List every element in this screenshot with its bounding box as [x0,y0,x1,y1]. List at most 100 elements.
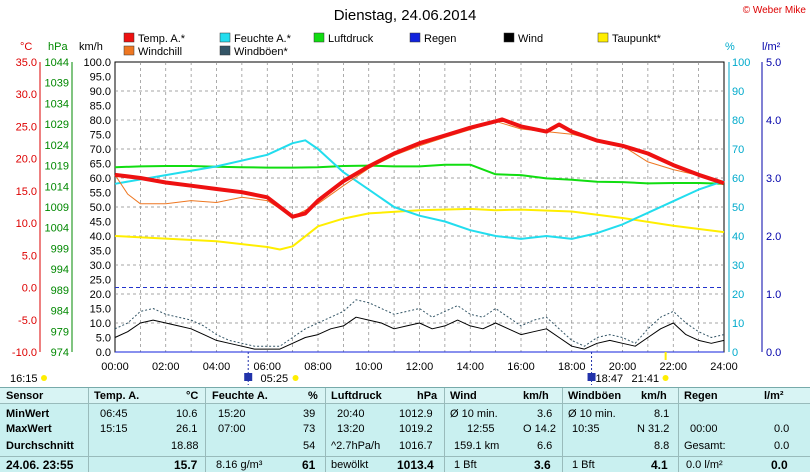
header-temp: Temp. A. [94,390,140,402]
humidity-tick-label: 10 [732,318,744,330]
wind-tick-label: 30.0 [90,260,111,272]
row-now-druck-val: 1013.4 [397,458,434,472]
temp-tick-label: 0.0 [22,283,37,295]
series-line-temp-a [114,117,725,219]
series-line-feuchte-a [114,139,725,240]
legend-label: Taupunkt* [612,33,662,45]
series-line-wind [114,316,725,350]
legend-swatch [313,32,325,43]
wind-tick-label: 85.0 [90,101,111,113]
header-feuchte-unit: % [308,390,318,402]
legend-swatch [597,32,609,43]
temp-tick-label: -5.0 [18,315,37,327]
wind-tick-label: 65.0 [90,159,111,171]
wind-tick-label: 15.0 [90,304,111,316]
rain-tick-label: 3.0 [766,173,781,185]
humidity-tick-label: 70 [732,144,744,156]
wind-tick-label: 10.0 [90,318,111,330]
legend-label: Temp. A.* [138,33,186,45]
chart-title: Dienstag, 24.06.2014 [334,7,477,24]
humidity-tick-label: 80 [732,115,744,127]
wind-tick-label: 35.0 [90,246,111,258]
x-tick-label: 14:00 [456,361,484,373]
x-tick-label: 06:00 [253,361,281,373]
wind-tick-label: 70.0 [90,144,111,156]
sunrise-sun-dot [292,375,299,381]
wind-tick-label: 20.0 [90,289,111,301]
row-max-druck-val: 1019.2 [399,423,433,435]
pressure-unit-label: hPa [48,41,68,53]
row-min-wind-label: Ø 10 min. [450,408,498,420]
header-regen-unit: l/m² [764,390,784,402]
wind-tick-label: 50.0 [90,202,111,214]
table-header-row [0,388,810,403]
wind-tick-label: 90.0 [90,86,111,98]
row-min-feuchte-val: 39 [303,408,316,420]
rain-tick-label: 4.0 [766,115,781,127]
wind-tick-label: 95.0 [90,72,111,84]
sunset-time-label: 18:47 [596,373,624,385]
pressure-tick-label: 994 [51,264,69,276]
row-now-temp-val: 15.7 [174,458,198,472]
row-avg-label: Durchschnitt [6,440,74,452]
row-max-temp-val: 26.1 [176,423,198,435]
weather-chart: Dienstag, 24.06.2014 © Weber Mike Temp. A.… [10,5,806,385]
humidity-tick-label: 100 [732,57,750,69]
wind-tick-label: 55.0 [90,188,111,200]
temp-tick-label: 10.0 [16,218,37,230]
temp-tick-label: 25.0 [16,121,37,133]
legend-label: Windchill [138,46,182,58]
pressure-tick-label: 1019 [45,161,69,173]
wind-tick-label: 0.0 [96,347,111,359]
temp-tick-label: 20.0 [16,154,37,166]
humidity-tick-label: 90 [732,86,744,98]
wind-tick-label: 5.0 [96,333,111,345]
row-max-wind-val: O 14.2 [523,423,557,435]
pressure-tick-label: 1014 [45,181,69,193]
x-tick-label: 24:00 [710,361,738,373]
row-min-boeen-label: Ø 10 min. [568,408,616,420]
row-max-feuchte-val: 73 [303,423,316,435]
temp-tick-label: 15.0 [16,186,37,198]
row-max-boeen-val: N 31.2 [637,423,670,435]
row-min-druck-time: 20:40 [337,408,365,420]
header-druck: Luftdruck [331,390,382,402]
pressure-tick-label: 1034 [45,98,69,110]
sun-dot [41,375,47,381]
row-now-boeen-bft: 1 Bft [572,459,595,471]
row-avg-regen-label: Gesamt: [684,440,726,452]
row-max-boeen-time: 10:35 [572,423,600,435]
sunset-icon [587,373,596,381]
rain-tick-label: 2.0 [766,231,781,243]
row-now-feuchte-extra: 8.16 g/m³ [216,459,263,471]
legend-label: Regen [424,33,456,45]
x-tick-label: 04:00 [203,361,231,373]
x-tick-label: 12:00 [406,361,434,373]
header-druck-unit: hPa [417,390,438,402]
row-now-regen-rate: 0.0 l/m² [686,459,723,471]
row-max-temp-time: 15:15 [100,423,128,435]
row-min-temp-time: 06:45 [100,408,128,420]
row-min-label: MinWert [6,408,50,420]
legend-swatch [123,32,135,43]
wind-tick-label: 40.0 [90,231,111,243]
sunrise-icon [244,373,253,381]
header-boeen-unit: km/h [641,390,667,402]
rain-tick-label: 5.0 [766,57,781,69]
temp-tick-label: -10.0 [12,347,37,359]
moon-dot [662,375,669,381]
row-max-wind-time: 12:55 [467,423,495,435]
row-max-feuchte-time: 07:00 [218,423,246,435]
wind-tick-label: 80.0 [90,115,111,127]
pressure-tick-label: 1004 [45,223,69,235]
row-min-temp-val: 10.6 [176,408,198,420]
temp-tick-label: 35.0 [16,57,37,69]
legend-label: Luftdruck [328,33,374,45]
temp-tick-label: 5.0 [22,250,37,262]
pressure-tick-label: 1044 [45,57,69,69]
pressure-tick-label: 984 [51,306,69,318]
x-tick-label: 00:00 [101,361,129,373]
legend-swatch [409,32,421,43]
series-line-taupunkt [114,207,725,251]
humidity-unit-label: % [725,41,735,53]
